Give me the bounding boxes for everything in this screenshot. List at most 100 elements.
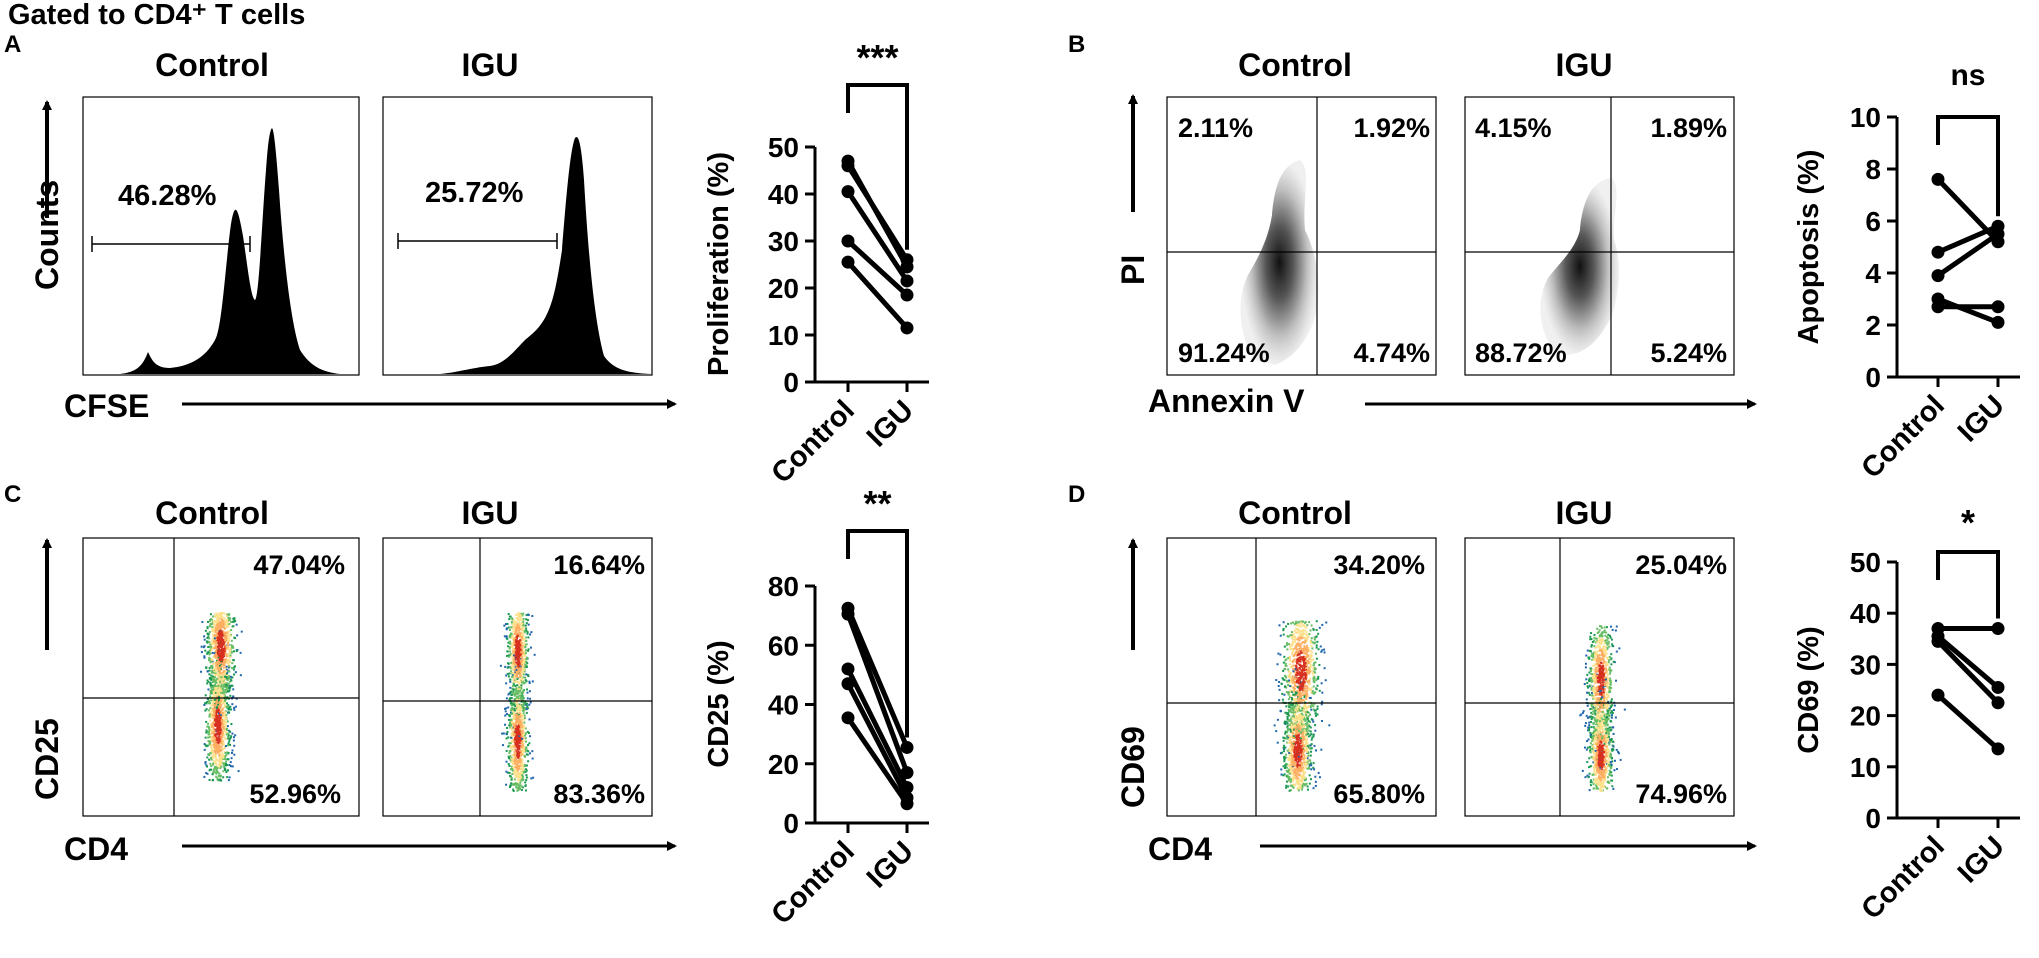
flow-event: [522, 668, 525, 671]
flow-event: [1290, 758, 1293, 761]
flow-event: [220, 689, 223, 692]
flow-event: [509, 667, 512, 670]
flow-event: [1593, 633, 1596, 636]
flow-event: [216, 708, 219, 711]
flow-event: [1298, 766, 1301, 769]
flow-event: [215, 650, 218, 653]
flow-event: [240, 630, 243, 633]
flow-event: [215, 763, 218, 766]
flow-event: [217, 738, 220, 741]
flow-event: [1298, 696, 1301, 699]
flow-event: [214, 757, 217, 760]
flow-event: [230, 644, 233, 647]
flow-event: [526, 749, 529, 752]
flow-event: [1592, 778, 1595, 781]
flow-event: [519, 768, 522, 771]
flow-event: [513, 745, 516, 748]
flow-event: [1286, 726, 1289, 729]
flow-event: [215, 695, 218, 698]
flow-event: [1291, 689, 1294, 692]
flow-event: [216, 699, 219, 702]
flow-event: [226, 641, 229, 644]
flow-event: [206, 640, 209, 643]
flow-event: [513, 628, 516, 631]
flow-event: [218, 740, 221, 743]
flow-event: [209, 682, 212, 685]
flow-event: [521, 730, 524, 733]
flow-event: [1302, 752, 1305, 755]
panel-a-right-title: IGU: [462, 47, 519, 83]
flow-event: [216, 736, 219, 739]
panel-d-letter: D: [1068, 481, 1085, 508]
flow-event: [511, 723, 514, 726]
flow-event: [1301, 748, 1304, 751]
flow-event: [218, 647, 221, 650]
flow-event: [1293, 706, 1296, 709]
flow-event: [509, 633, 512, 636]
flow-event: [516, 647, 519, 650]
flow-event: [1303, 668, 1306, 671]
flow-event: [1296, 723, 1299, 726]
flow-event: [1301, 634, 1304, 637]
flow-event: [518, 746, 521, 749]
flow-event: [1303, 754, 1306, 757]
panel-b-right-ul: 4.15%: [1475, 113, 1552, 143]
flow-event: [1593, 769, 1596, 772]
panel-a-left-histogram-frame: [82, 96, 360, 376]
flow-event: [1303, 641, 1306, 644]
flow-event: [204, 709, 207, 712]
flow-event: [518, 731, 521, 734]
flow-event: [1287, 708, 1290, 711]
flow-event: [526, 702, 529, 705]
flow-event: [523, 737, 526, 740]
flow-event: [230, 684, 233, 687]
flow-event: [1296, 737, 1299, 740]
flow-event: [230, 679, 233, 682]
flow-event: [1302, 726, 1305, 729]
flow-event: [1304, 766, 1307, 769]
flow-event: [223, 718, 226, 721]
flow-event: [1316, 713, 1319, 716]
flow-event: [217, 727, 220, 730]
flow-event: [1317, 648, 1320, 651]
flow-event: [210, 699, 213, 702]
flow-event: [1294, 623, 1297, 626]
flow-event: [1299, 658, 1302, 661]
flow-event: [521, 629, 524, 632]
flow-event: [222, 770, 225, 773]
flow-event: [217, 724, 220, 727]
flow-event: [221, 726, 224, 729]
flow-event: [227, 734, 230, 737]
flow-event: [1292, 703, 1295, 706]
flow-event: [1316, 684, 1319, 687]
flow-event: [521, 750, 524, 753]
flow-event: [1296, 708, 1299, 711]
flow-event: [519, 726, 522, 729]
flow-event: [1307, 754, 1310, 757]
flow-event: [1301, 657, 1304, 660]
flow-event: [210, 649, 213, 652]
flow-event: [227, 648, 230, 651]
flow-event: [1310, 645, 1313, 648]
flow-event: [1293, 654, 1296, 657]
flow-event: [224, 645, 227, 648]
flow-event: [1284, 664, 1287, 667]
flow-event: [1307, 719, 1310, 722]
flow-event: [1300, 620, 1303, 623]
flow-event: [513, 770, 516, 773]
flow-event: [222, 674, 225, 677]
panel-a-left-title: Control: [155, 47, 269, 83]
flow-event: [517, 756, 520, 759]
flow-event: [521, 614, 524, 617]
flow-event: [512, 684, 515, 687]
flow-event: [1307, 766, 1310, 769]
flow-event: [513, 758, 516, 761]
flow-event: [224, 746, 227, 749]
flow-event: [227, 769, 230, 772]
flow-event: [1312, 679, 1315, 682]
flow-event: [215, 733, 218, 736]
flow-event: [505, 770, 508, 773]
flow-event: [1300, 712, 1303, 715]
flow-event: [220, 614, 223, 617]
flow-event: [517, 659, 520, 662]
